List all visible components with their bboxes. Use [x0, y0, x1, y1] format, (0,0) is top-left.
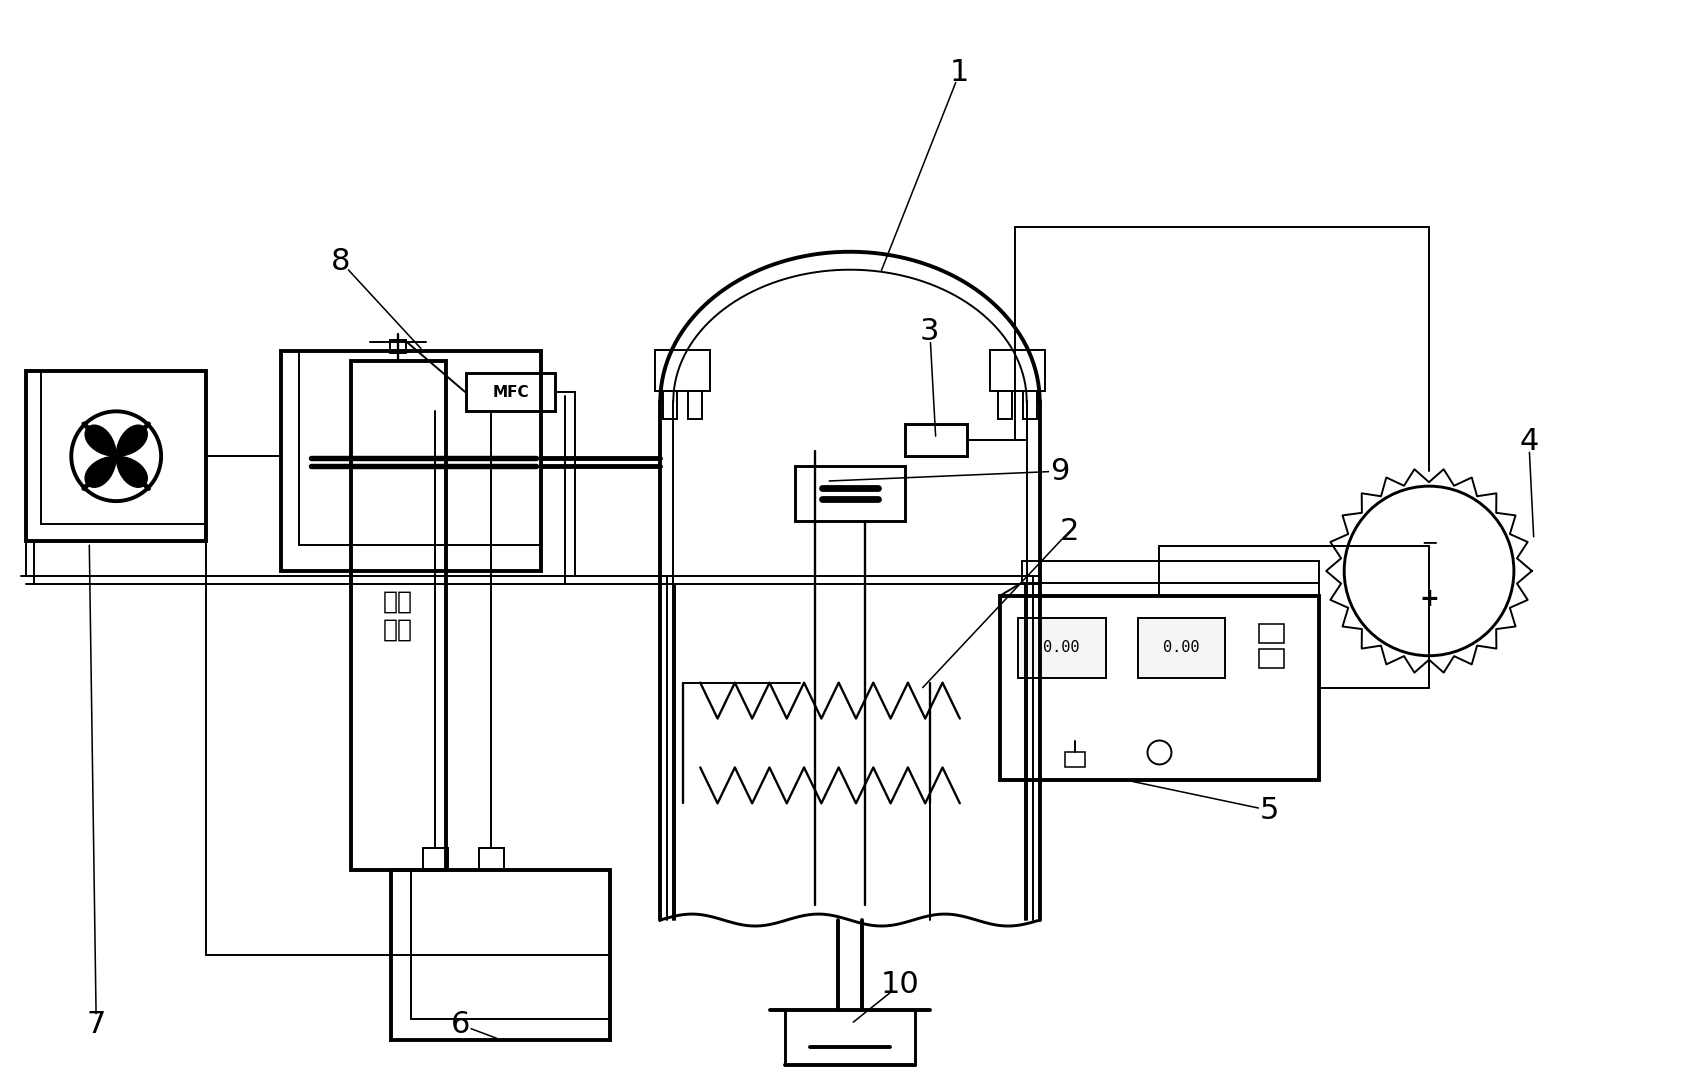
Text: MFC: MFC: [493, 385, 528, 400]
Text: 10: 10: [880, 970, 919, 999]
Text: 2: 2: [1060, 516, 1080, 546]
Text: 8: 8: [332, 248, 350, 276]
Bar: [664, 392, 677, 419]
Bar: [1260, 624, 1285, 643]
Text: 6: 6: [450, 1010, 471, 1040]
Bar: [423, 848, 447, 871]
Text: 1: 1: [950, 58, 970, 86]
Bar: [281, 351, 540, 571]
Polygon shape: [85, 425, 117, 456]
Text: ─: ─: [1422, 533, 1436, 553]
Bar: [796, 466, 904, 521]
Text: 4: 4: [1519, 427, 1539, 456]
Bar: [1017, 618, 1106, 678]
Bar: [466, 373, 555, 411]
Text: 7: 7: [86, 1010, 107, 1040]
Text: 5: 5: [1260, 795, 1278, 825]
Polygon shape: [117, 425, 147, 456]
Text: 9: 9: [1050, 457, 1070, 485]
Bar: [1260, 649, 1285, 668]
Bar: [990, 349, 1045, 392]
Bar: [27, 371, 207, 541]
Bar: [479, 848, 503, 871]
Bar: [1023, 392, 1036, 419]
Text: 0.00: 0.00: [1043, 640, 1080, 656]
Polygon shape: [117, 456, 147, 488]
Bar: [411, 871, 611, 1019]
Bar: [300, 351, 540, 544]
Bar: [689, 392, 703, 419]
Bar: [655, 349, 711, 392]
Bar: [1138, 618, 1226, 678]
Bar: [391, 339, 406, 353]
Bar: [1065, 753, 1085, 767]
Bar: [350, 361, 445, 871]
Bar: [997, 392, 1012, 419]
Text: +: +: [1419, 587, 1439, 611]
Text: 0.00: 0.00: [1163, 640, 1200, 656]
Bar: [1001, 596, 1319, 780]
Text: 3: 3: [919, 317, 940, 346]
Bar: [904, 424, 967, 456]
Bar: [41, 371, 207, 524]
Polygon shape: [85, 456, 117, 488]
Bar: [391, 871, 611, 1040]
Bar: [1021, 561, 1319, 583]
Text: 试验
气体: 试验 气体: [383, 590, 413, 642]
